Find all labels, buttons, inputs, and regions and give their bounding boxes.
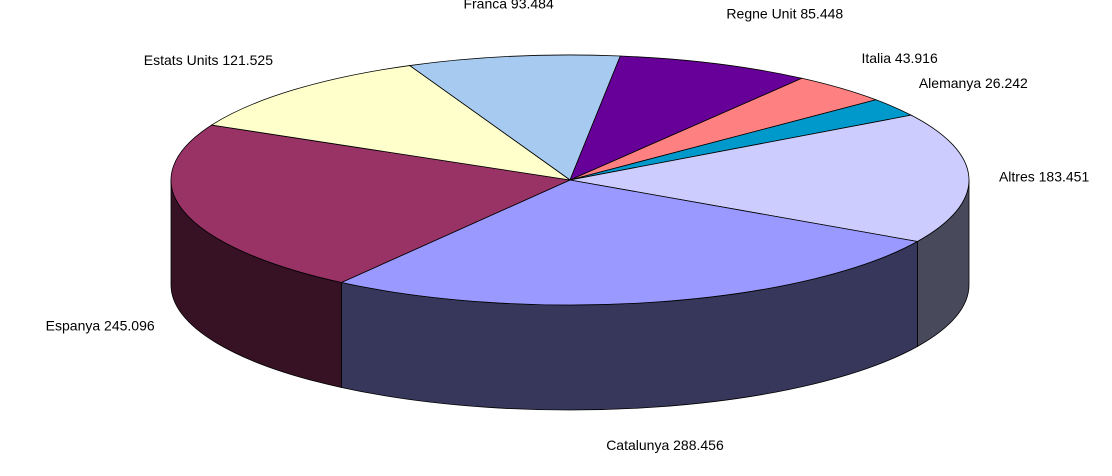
value-label: 43.916 [895, 50, 938, 66]
data-label: Alemanya 26.242 [919, 75, 1028, 91]
pie-slice [170, 124, 572, 283]
value-label: 183.451 [1039, 168, 1090, 184]
category-label: Regne Unit [726, 5, 796, 21]
data-label: Catalunya 288.456 [606, 437, 724, 453]
data-label: Altres 183.451 [999, 168, 1090, 184]
category-label: Catalunya [606, 437, 669, 453]
value-label: 26.242 [985, 75, 1028, 91]
value-label: 121.525 [222, 52, 273, 68]
pie-labels: Franca 93.484 Regne Unit 85.448 Italia 43.… [46, 0, 1090, 453]
pie-tops [170, 54, 970, 306]
value-label: 85.448 [800, 5, 843, 21]
category-label: Altres [999, 168, 1035, 184]
pie-sides [170, 179, 970, 411]
category-label: Estats Units [144, 52, 219, 68]
pie-slice [569, 55, 804, 181]
data-label: Regne Unit 85.448 [726, 5, 843, 21]
pie-slice [408, 54, 621, 181]
category-label: Italia [861, 50, 891, 66]
category-label: Espanya [46, 317, 101, 333]
data-label: Estats Units 121.525 [144, 52, 273, 68]
value-label: 288.456 [673, 437, 724, 453]
value-label: 245.096 [104, 317, 155, 333]
category-label: Franca [463, 0, 507, 11]
data-label: Espanya 245.096 [46, 317, 155, 333]
category-label: Alemanya [919, 75, 981, 91]
pie-slice [569, 114, 970, 242]
value-label: 93.484 [511, 0, 554, 11]
pie-slice [210, 65, 571, 181]
data-label: Franca 93.484 [463, 0, 554, 11]
data-label: Italia 43.916 [861, 50, 938, 66]
pie-slice [340, 179, 919, 306]
